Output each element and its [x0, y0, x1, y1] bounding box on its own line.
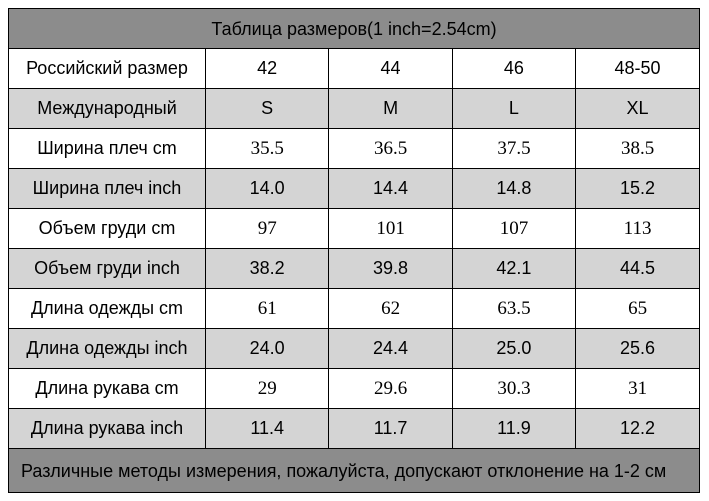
row-label: Длина одежды inch — [9, 328, 206, 369]
size-table-frame: Таблица размеров(1 inch=2.54cm) Российск… — [8, 8, 700, 493]
cell: 24.4 — [328, 328, 453, 369]
cell: 37.5 — [451, 128, 577, 169]
row-label: Длина одежды cm — [9, 288, 206, 329]
cell: 97 — [204, 208, 330, 249]
cell: 29.6 — [328, 368, 453, 409]
table-row: Длина одежды inch 24.0 24.4 25.0 25.6 — [9, 328, 699, 369]
cell: 11.7 — [328, 408, 453, 448]
cell: 35.5 — [204, 128, 330, 169]
table-row: Длина рукава inch 11.4 11.7 11.9 12.2 — [9, 408, 699, 448]
cell: XL — [575, 88, 699, 129]
table-row: Длина рукава cm 29 29.6 30.3 31 — [9, 368, 699, 409]
table-row: Длина одежды cm 61 62 63.5 65 — [9, 288, 699, 329]
cell: 29 — [204, 368, 330, 409]
row-label: Длина рукава cm — [9, 368, 206, 409]
cell: 25.6 — [575, 328, 699, 369]
table-title: Таблица размеров(1 inch=2.54cm) — [9, 9, 699, 49]
row-label: Объем груди cm — [9, 208, 206, 249]
cell: 44.5 — [575, 248, 699, 289]
cell: 11.4 — [204, 408, 330, 448]
row-label: Длина рукава inch — [9, 408, 206, 448]
size-table: Российский размер 42 44 46 48-50 Международны… — [9, 49, 699, 448]
cell: 15.2 — [575, 168, 699, 209]
cell: 25.0 — [451, 328, 577, 369]
cell: 31 — [575, 368, 699, 409]
cell: 101 — [328, 208, 453, 249]
cell: 38.5 — [575, 128, 699, 169]
cell: 113 — [575, 208, 699, 249]
cell: 30.3 — [451, 368, 577, 409]
cell: 12.2 — [575, 408, 699, 448]
cell: 24.0 — [204, 328, 330, 369]
cell: 14.8 — [451, 168, 577, 209]
table-row: Российский размер 42 44 46 48-50 — [9, 49, 699, 89]
row-label: Ширина плеч cm — [9, 128, 206, 169]
row-label: Международный — [9, 88, 206, 129]
cell: 14.0 — [204, 168, 330, 209]
cell: L — [451, 88, 577, 129]
cell: 107 — [451, 208, 577, 249]
table-row: Ширина плеч cm 35.5 36.5 37.5 38.5 — [9, 128, 699, 169]
table-footer: Различные методы измерения, пожалуйста, … — [9, 448, 699, 492]
row-label: Ширина плеч inch — [9, 168, 206, 209]
cell: 48-50 — [575, 49, 699, 89]
cell: 61 — [204, 288, 330, 329]
cell: 62 — [328, 288, 453, 329]
cell: 38.2 — [204, 248, 330, 289]
cell: S — [204, 88, 330, 129]
cell: 42.1 — [451, 248, 577, 289]
cell: 63.5 — [451, 288, 577, 329]
cell: M — [328, 88, 453, 129]
cell: 65 — [575, 288, 699, 329]
table-row: Объем груди inch 38.2 39.8 42.1 44.5 — [9, 248, 699, 289]
cell: 42 — [204, 49, 330, 89]
cell: 46 — [451, 49, 577, 89]
table-row: Ширина плеч inch 14.0 14.4 14.8 15.2 — [9, 168, 699, 209]
cell: 39.8 — [328, 248, 453, 289]
table-row: Международный S M L XL — [9, 88, 699, 129]
cell: 11.9 — [451, 408, 577, 448]
row-label: Российский размер — [9, 49, 206, 89]
table-row: Объем груди cm 97 101 107 113 — [9, 208, 699, 249]
row-label: Объем груди inch — [9, 248, 206, 289]
cell: 44 — [328, 49, 453, 89]
cell: 14.4 — [328, 168, 453, 209]
cell: 36.5 — [328, 128, 453, 169]
